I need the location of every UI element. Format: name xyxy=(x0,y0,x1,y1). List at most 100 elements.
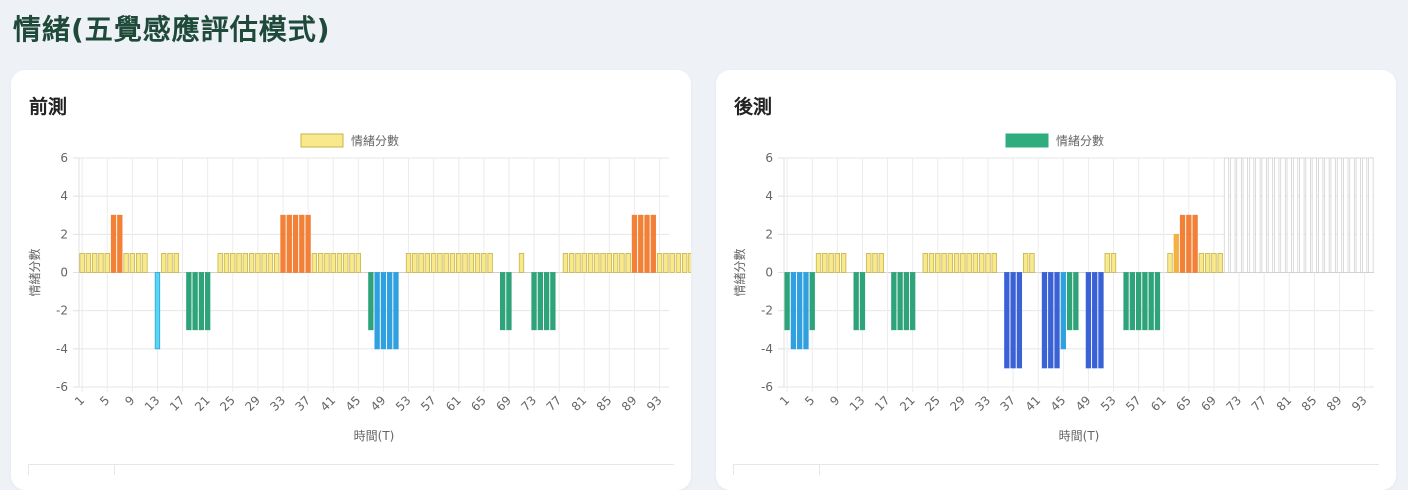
page-title: 情緒(五覺感應評估模式) xyxy=(13,13,331,46)
legend-swatch xyxy=(1005,133,1049,148)
bar xyxy=(663,253,669,273)
pre-test-title: 前測 xyxy=(29,96,68,118)
bar xyxy=(941,253,947,273)
y-tick-label: 4 xyxy=(60,189,68,203)
y-tick-label: 0 xyxy=(60,266,68,280)
x-tick-label: 41 xyxy=(1023,393,1044,414)
x-tick-label: 33 xyxy=(267,393,288,414)
bar xyxy=(859,272,866,331)
empty-bar xyxy=(1299,157,1305,273)
bar xyxy=(1211,253,1217,273)
y-axis-title: 情緒分數 xyxy=(732,248,747,296)
bar xyxy=(935,253,941,273)
y-tick-label: -4 xyxy=(56,342,68,356)
bar xyxy=(205,272,211,331)
y-tick-label: -4 xyxy=(761,342,773,356)
bar xyxy=(255,253,261,273)
bar xyxy=(374,272,380,350)
x-tick-label: 89 xyxy=(1324,393,1345,414)
bar xyxy=(311,253,318,273)
bar xyxy=(1123,272,1129,331)
bar xyxy=(1142,272,1148,331)
x-tick-label: 21 xyxy=(192,393,213,414)
x-tick-label: 57 xyxy=(1123,393,1144,414)
x-tick-label: 85 xyxy=(594,393,615,414)
bar xyxy=(550,272,556,331)
bar xyxy=(286,214,292,273)
bar xyxy=(979,253,985,273)
legend-label: 情緒分數 xyxy=(351,133,399,148)
bar xyxy=(261,253,267,273)
bar xyxy=(456,253,462,273)
x-tick-label: 17 xyxy=(167,393,188,414)
bar xyxy=(1154,272,1161,331)
bar xyxy=(292,214,299,273)
bar xyxy=(594,253,600,273)
bar xyxy=(1092,272,1098,369)
empty-bar xyxy=(1223,157,1230,273)
empty-bar xyxy=(1292,157,1299,273)
bar xyxy=(192,272,198,331)
bar xyxy=(1104,253,1110,273)
bar xyxy=(631,214,638,273)
bar xyxy=(142,253,148,273)
empty-bar xyxy=(1248,157,1255,273)
bar xyxy=(682,253,688,273)
bar xyxy=(280,214,286,273)
bar xyxy=(784,272,790,331)
bar xyxy=(947,253,953,273)
bar xyxy=(198,272,205,331)
bar xyxy=(418,253,424,273)
y-tick-label: 2 xyxy=(60,227,68,241)
bar xyxy=(619,253,625,273)
bar xyxy=(462,253,468,273)
x-tick-label: 29 xyxy=(947,393,968,414)
bar xyxy=(443,253,449,273)
bar xyxy=(872,253,878,273)
legend: 情緒分數 xyxy=(1005,133,1104,148)
bar xyxy=(500,272,506,331)
bar xyxy=(1060,272,1066,350)
x-tick-label: 45 xyxy=(1048,393,1069,414)
empty-bar xyxy=(1267,157,1274,273)
bar xyxy=(336,253,343,273)
legend-swatch xyxy=(300,133,344,148)
y-tick-label: -2 xyxy=(761,304,773,318)
bar xyxy=(349,253,355,273)
empty-bar xyxy=(1324,157,1330,273)
x-tick-label: 77 xyxy=(544,393,565,414)
empty-bar xyxy=(1311,157,1317,273)
x-tick-label: 73 xyxy=(1223,393,1244,414)
x-tick-label: 9 xyxy=(122,393,137,408)
x-tick-label: 1 xyxy=(777,393,792,408)
bar xyxy=(669,253,675,273)
x-tick-label: 29 xyxy=(242,393,263,414)
bar xyxy=(387,272,393,350)
bar xyxy=(1192,214,1198,273)
bar xyxy=(581,253,587,273)
pre-test-card: 前測 情緒分數 6 4 2 0 -2 -4 -6 1 5 9 13 17 21 25 29 33 37 41 45 49… xyxy=(11,70,691,490)
bar xyxy=(797,272,803,350)
x-tick-label: 45 xyxy=(343,393,364,414)
bar xyxy=(537,272,543,331)
empty-bar xyxy=(1343,157,1349,273)
bar xyxy=(903,272,910,331)
bar xyxy=(223,253,230,273)
empty-bar xyxy=(1349,157,1355,273)
empty-bar xyxy=(1255,157,1261,273)
x-tick-label: 9 xyxy=(827,393,842,408)
bar xyxy=(803,272,809,350)
empty-bar xyxy=(1242,157,1248,273)
bar xyxy=(437,253,443,273)
bar xyxy=(840,253,847,273)
bar xyxy=(92,253,98,273)
x-tick-label: 5 xyxy=(97,393,112,408)
bar xyxy=(1085,272,1092,369)
bar xyxy=(104,253,110,273)
bar xyxy=(1110,253,1117,273)
y-axis-title: 情緒分數 xyxy=(27,248,42,296)
bar xyxy=(575,253,581,273)
bar xyxy=(110,214,117,273)
bar xyxy=(656,253,663,273)
x-tick-label: 37 xyxy=(998,393,1019,414)
